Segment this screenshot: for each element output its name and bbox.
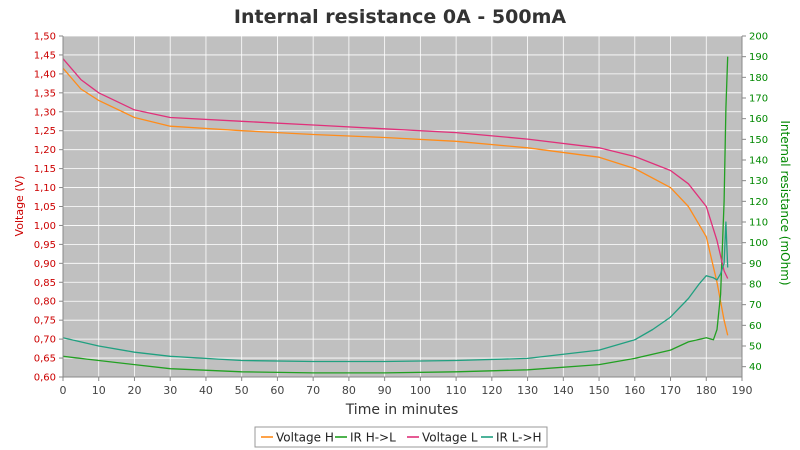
- series-line-ir-h-l: [62, 56, 729, 374]
- series-line-ir-l-h: [62, 221, 729, 363]
- x-tick-label-12: 120: [481, 384, 502, 397]
- y-tick-label-7: 0,95: [34, 240, 56, 251]
- y-tick-label-6: 0,90: [34, 259, 56, 270]
- y2-tick-label-12: 160: [749, 114, 768, 125]
- y2-tick-label-10: 140: [749, 156, 768, 167]
- y-tick-label-8: 1,00: [34, 221, 56, 232]
- y-tick-label-18: 1,50: [34, 32, 56, 43]
- y2-tick-label-13: 170: [749, 94, 768, 105]
- y2-tick-label-8: 120: [749, 197, 768, 208]
- x-tick-label-17: 170: [660, 384, 681, 397]
- y-tick-label-11: 1,15: [34, 164, 56, 175]
- axes: [59, 35, 746, 381]
- x-tick-label-1: 10: [92, 384, 106, 397]
- y-tick-label-15: 1,35: [34, 88, 56, 99]
- y2-tick-label-6: 100: [749, 238, 768, 249]
- x-tick-label-3: 30: [163, 384, 177, 397]
- legend-label-3: IR L->H: [496, 431, 542, 445]
- legend-box: [254, 426, 548, 448]
- y-axis-label-left: Voltage (V): [13, 176, 26, 237]
- y-tick-label-9: 1,05: [34, 202, 56, 213]
- legend-label-1: IR H->L: [350, 431, 396, 445]
- x-tick-label-13: 130: [517, 384, 538, 397]
- x-tick-label-5: 50: [235, 384, 249, 397]
- x-tick-label-9: 90: [378, 384, 392, 397]
- y2-tick-label-15: 190: [749, 52, 768, 63]
- legend-label-2: Voltage L: [422, 431, 478, 445]
- y2-tick-label-5: 90: [749, 259, 762, 270]
- y2-tick-label-7: 110: [749, 218, 768, 229]
- series-line-voltage-l: [62, 58, 729, 279]
- y-axis-label-right: Internal resistance (mOhm): [778, 120, 792, 285]
- x-axis-label: Time in minutes: [345, 402, 459, 418]
- x-tick-label-18: 180: [696, 384, 717, 397]
- y2-tick-label-1: 50: [749, 342, 762, 353]
- y-tick-label-1: 0,65: [34, 354, 56, 365]
- y2-tick-label-11: 150: [749, 135, 768, 146]
- x-tick-label-16: 160: [624, 384, 645, 397]
- legend-label-0: Voltage H: [276, 431, 334, 445]
- tick-labels: 0 10 20 30 40 50 60 70 80 90 100 110 120 130 140 150 160…: [34, 32, 768, 398]
- x-tick-label-8: 80: [342, 384, 356, 397]
- y-tick-label-3: 0,75: [34, 316, 56, 327]
- x-tick-label-14: 140: [553, 384, 574, 397]
- x-tick-label-11: 110: [446, 384, 467, 397]
- x-tick-label-2: 20: [127, 384, 141, 397]
- y-tick-label-13: 1,25: [34, 126, 56, 137]
- series-layer: [62, 56, 729, 374]
- y2-tick-label-16: 200: [749, 32, 768, 43]
- y-tick-label-14: 1,30: [34, 107, 56, 118]
- x-tick-label-19: 190: [732, 384, 753, 397]
- x-tick-label-15: 150: [589, 384, 610, 397]
- y-tick-label-16: 1,40: [34, 69, 56, 80]
- y2-tick-label-14: 180: [749, 73, 768, 84]
- series-line-voltage-h: [62, 67, 729, 336]
- x-tick-label-7: 70: [306, 384, 320, 397]
- y-tick-label-4: 0,80: [34, 297, 56, 308]
- y-tick-label-2: 0,70: [34, 335, 56, 346]
- chart-title: Internal resistance 0A - 500mA: [234, 6, 566, 28]
- y2-tick-label-3: 70: [749, 300, 762, 311]
- x-tick-label-10: 100: [410, 384, 431, 397]
- x-tick-label-6: 60: [270, 384, 284, 397]
- y-tick-label-10: 1,10: [34, 183, 56, 194]
- y-tick-label-17: 1,45: [34, 50, 56, 61]
- x-tick-label-0: 0: [60, 384, 67, 397]
- y2-tick-label-0: 40: [749, 362, 762, 373]
- y2-tick-label-9: 130: [749, 176, 768, 187]
- legend: Voltage H IR H->L Voltage L IR L->H: [254, 426, 548, 448]
- y-tick-label-12: 1,20: [34, 145, 56, 156]
- x-tick-label-4: 40: [199, 384, 213, 397]
- y2-tick-label-4: 80: [749, 280, 762, 291]
- y2-tick-label-2: 60: [749, 321, 762, 332]
- y-tick-label-5: 0,85: [34, 278, 56, 289]
- y-tick-label-0: 0,60: [34, 373, 56, 384]
